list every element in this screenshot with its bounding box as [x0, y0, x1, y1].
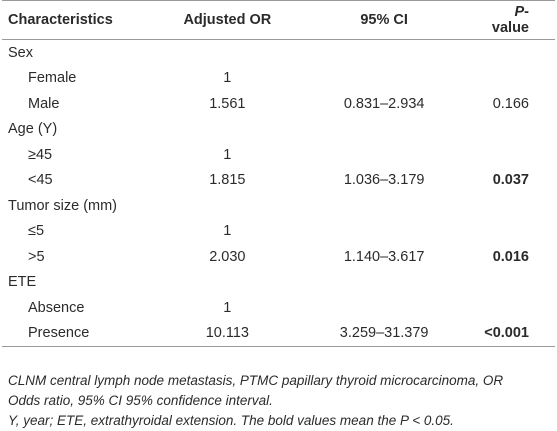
- group-label: Age (Y): [8, 121, 58, 138]
- group-row: Tumor size (mm): [2, 193, 555, 219]
- row-label: Female: [28, 70, 77, 87]
- or-cell: 1: [223, 223, 232, 240]
- data-row: <45 1.815 1.036–3.179 0.037: [2, 168, 555, 194]
- empty-cell: [171, 117, 284, 143]
- ci-cell: 1.140–3.617: [343, 248, 425, 265]
- header-cell: Characteristics: [8, 12, 113, 28]
- group-label: Tumor size (mm): [8, 197, 118, 214]
- group-label: ETE: [8, 274, 37, 291]
- empty-cell: [484, 295, 555, 321]
- data-row: ≥45 1: [2, 142, 555, 168]
- header-row: Characteristics Adjusted OR 95% CI P-value: [2, 0, 555, 40]
- or-cell: 1: [223, 70, 232, 87]
- p-cell: 0.037: [492, 172, 529, 189]
- empty-cell: [284, 193, 484, 219]
- footnote: Y, year; ETE, extrathyroidal extension. …: [8, 413, 454, 428]
- row-label: Male: [28, 95, 60, 112]
- group-row: Age (Y): [2, 117, 555, 143]
- row-label: Absence: [28, 299, 85, 316]
- empty-cell: [284, 142, 484, 168]
- empty-cell: [484, 193, 555, 219]
- data-row: ≤5 1: [2, 219, 555, 245]
- row-label: >5: [28, 248, 45, 265]
- empty-cell: [284, 219, 484, 245]
- empty-cell: [484, 219, 555, 245]
- p-cell: 0.166: [492, 95, 529, 112]
- header-cell: 95% CI: [360, 12, 408, 28]
- or-cell: 1.815: [209, 172, 246, 189]
- empty-cell: [484, 40, 555, 66]
- empty-cell: [284, 295, 484, 321]
- group-row: Sex: [2, 40, 555, 66]
- empty-cell: [484, 66, 555, 92]
- p-cell: 0.016: [492, 248, 529, 265]
- empty-cell: [284, 270, 484, 296]
- group-row: ETE: [2, 270, 555, 296]
- data-row: Female 1: [2, 66, 555, 92]
- empty-cell: [284, 117, 484, 143]
- ci-cell: 3.259–31.379: [339, 325, 429, 342]
- data-row: >5 2.030 1.140–3.617 0.016: [2, 244, 555, 270]
- footnotes: CLNM central lymph node metastasis, PTMC…: [8, 371, 538, 431]
- empty-cell: [171, 270, 284, 296]
- empty-cell: [171, 40, 284, 66]
- row-label: Presence: [28, 325, 90, 342]
- group-label: Sex: [8, 44, 33, 61]
- ci-cell: 1.036–3.179: [343, 172, 425, 189]
- empty-cell: [484, 270, 555, 296]
- footnote: CLNM central lymph node metastasis, PTMC…: [8, 373, 504, 408]
- or-cell: 1: [223, 146, 232, 163]
- empty-cell: [284, 66, 484, 92]
- header-italic: P: [514, 4, 525, 20]
- row-label: ≥45: [28, 146, 53, 163]
- empty-cell: [484, 142, 555, 168]
- header-cell: P-value: [484, 1, 555, 40]
- header-text: -value: [491, 4, 529, 36]
- empty-cell: [284, 40, 484, 66]
- row-label: ≤5: [28, 223, 45, 240]
- row-label: <45: [28, 172, 53, 189]
- data-row: Male 1.561 0.831–2.934 0.166: [2, 91, 555, 117]
- or-cell: 1.561: [209, 95, 246, 112]
- data-row: Presence 10.113 3.259–31.379 <0.001: [2, 321, 555, 347]
- or-cell: 1: [223, 299, 232, 316]
- data-row: Absence 1: [2, 295, 555, 321]
- or-cell: 2.030: [209, 248, 246, 265]
- ci-cell: 0.831–2.934: [343, 95, 425, 112]
- or-cell: 10.113: [205, 325, 249, 342]
- table-body: Sex Female 1 Male 1.561 0.831–2.934 0.166 Age (…: [2, 40, 555, 347]
- p-cell: <0.001: [484, 325, 529, 342]
- empty-cell: [171, 193, 284, 219]
- header-cell: Adjusted OR: [183, 12, 272, 28]
- results-table: Characteristics Adjusted OR 95% CI P-value …: [2, 0, 555, 347]
- empty-cell: [484, 117, 555, 143]
